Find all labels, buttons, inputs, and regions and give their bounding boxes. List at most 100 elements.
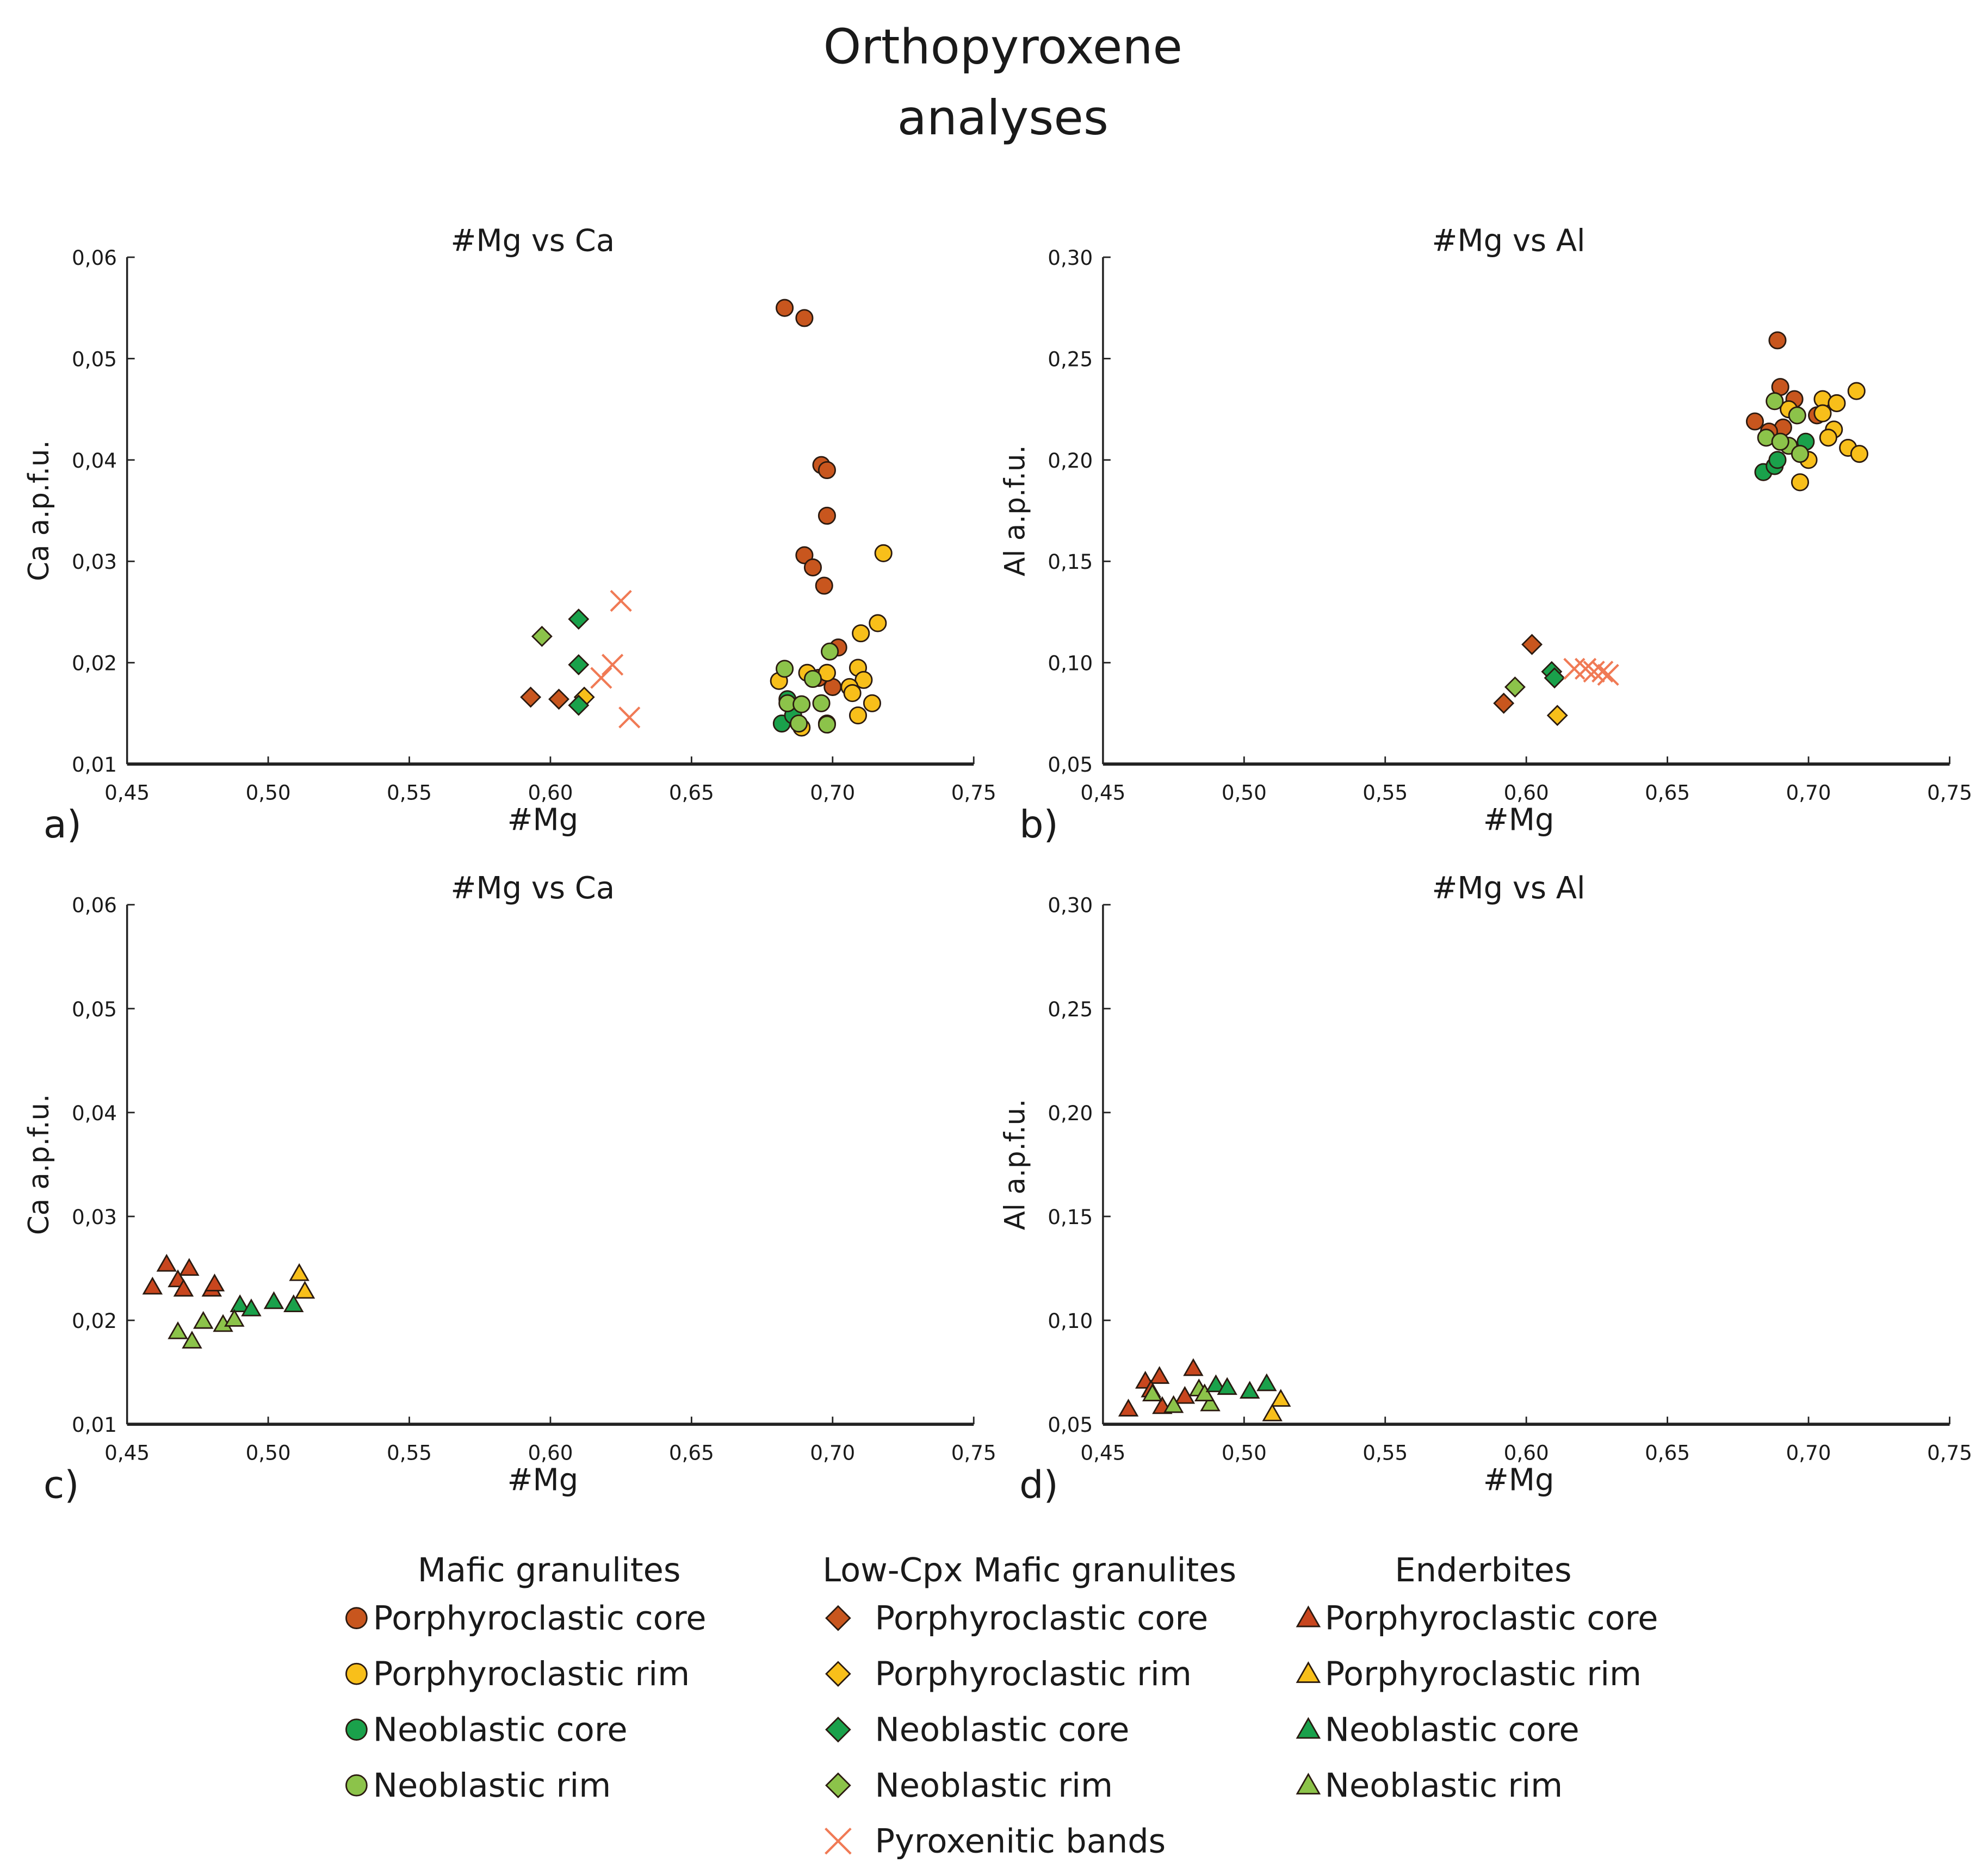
data-point: [548, 688, 569, 710]
y-axis-label: Ca a.p.f.u.: [23, 440, 55, 581]
x-tick-label: 0,75: [951, 780, 996, 804]
series-neoblastic-core: [230, 1291, 304, 1317]
x-tick-label: 0,75: [1927, 1440, 1972, 1464]
data-point: [852, 624, 870, 643]
data-point: [812, 694, 831, 712]
x-tick-label: 0,75: [951, 1440, 996, 1464]
legend: Mafic granulites Porphyroclastic core Porp…: [345, 1551, 1658, 1861]
y-tick-label: 0,05: [1048, 1413, 1093, 1437]
data-point-stroke: [1583, 660, 1605, 683]
series-porphyroclastic-rim: [1262, 1389, 1291, 1421]
x-axis-label: #Mg: [1483, 1462, 1555, 1498]
data-point: [818, 461, 836, 480]
data-point: [520, 686, 542, 708]
y-tick-label: 0,30: [1048, 246, 1093, 270]
y-tick-label: 0,10: [1048, 1309, 1093, 1333]
legend-marker-icon-stroke: [825, 1827, 852, 1855]
data-point: [1546, 705, 1568, 727]
data-point: [1771, 432, 1789, 451]
y-tick-label: 0,25: [1048, 347, 1093, 371]
data-point: [1183, 1358, 1204, 1376]
legend-item: Porphyroclastic rim: [825, 1655, 1192, 1693]
series-neoblastic-rim: [168, 1308, 245, 1349]
series-pyroxenitic-bands: [590, 589, 641, 729]
data-point: [1597, 663, 1619, 686]
legend-item: Porphyroclastic core: [1296, 1600, 1658, 1638]
x-tick-label: 0,50: [1222, 1440, 1267, 1464]
data-point: [531, 625, 553, 647]
data-point: [818, 715, 836, 734]
data-point: [1521, 634, 1543, 655]
legend-item-label: Porphyroclastic core: [373, 1600, 707, 1638]
y-tick-label: 0,02: [72, 651, 117, 675]
scatter-panel-c: 0,45 0,50 0,55 0,60 0,65 0,70 0,75 0,01 0,02 0,03…: [23, 871, 996, 1507]
data-point-stroke: [610, 589, 632, 612]
series-neoblastic-rim: [1504, 676, 1526, 698]
data-point: [1142, 1383, 1163, 1401]
data-point: [568, 694, 590, 716]
legend-item: Neoblastic core: [345, 1711, 628, 1749]
data-point: [224, 1308, 245, 1327]
data-point: [795, 309, 814, 327]
series-neoblastic-core: [1541, 661, 1565, 689]
x-tick-label: 0,65: [669, 1440, 714, 1464]
legend-marker-icon: [825, 1772, 851, 1799]
legend-group-title: Enderbites: [1395, 1551, 1571, 1589]
y-tick-label: 0,20: [1048, 449, 1093, 473]
y-axis-label: Ca a.p.f.u.: [23, 1094, 55, 1235]
data-point: [193, 1311, 214, 1329]
legend-item: Porphyroclastic core: [345, 1600, 707, 1638]
x-tick-label: 0,55: [1363, 1440, 1408, 1464]
data-point: [1256, 1373, 1277, 1392]
y-tick-label: 0,03: [72, 1205, 117, 1229]
figure-title-line-2: analyses: [897, 90, 1108, 146]
data-point: [182, 1331, 202, 1349]
x-tick-label: 0,50: [246, 1440, 291, 1464]
data-point: [1766, 392, 1784, 411]
data-point: [1768, 451, 1787, 469]
data-point-stroke: [1563, 657, 1586, 680]
data-point-stroke: [601, 654, 624, 676]
data-point: [156, 1253, 177, 1272]
legend-group: Low-Cpx Mafic granulites Porphyroclastic …: [822, 1551, 1236, 1861]
legend-item-label: Neoblastic rim: [875, 1767, 1113, 1805]
legend-marker-icon: [825, 1716, 851, 1743]
series-porphyroclastic-core: [776, 299, 847, 733]
data-point: [776, 660, 794, 678]
x-axis-label: #Mg: [507, 802, 579, 837]
data-point: [610, 589, 632, 612]
x-tick-label: 0,45: [104, 780, 150, 804]
data-point: [263, 1291, 284, 1309]
x-tick-label: 0,50: [1222, 780, 1267, 804]
scatter-panel-a: 0,45 0,50 0,55 0,60 0,65 0,70 0,75 0,01 0,02 0,03…: [23, 223, 996, 847]
data-point: [1200, 1393, 1221, 1412]
y-tick-label: 0,15: [1048, 1205, 1093, 1229]
scatter-panel-b: 0,45 0,50 0,55 0,60 0,65 0,70 0,75 0,05 0,10 0,15…: [999, 223, 1972, 847]
series-porphyroclastic-core: [1745, 331, 1826, 441]
legend-item: Pyroxenitic bands: [825, 1823, 1166, 1861]
legend-item-label: Neoblastic core: [875, 1711, 1129, 1749]
legend-group: Mafic granulites Porphyroclastic core Porp…: [345, 1551, 707, 1805]
data-point: [204, 1274, 225, 1291]
legend-item-label: Porphyroclastic rim: [373, 1655, 690, 1693]
legend-marker-icon: [1296, 1661, 1321, 1683]
series-pyroxenitic-bands: [1563, 657, 1619, 686]
y-tick-label: 0,30: [1048, 893, 1093, 917]
data-point: [843, 684, 862, 703]
y-axis-label: Al a.p.f.u.: [999, 445, 1031, 576]
y-tick-label: 0,25: [1048, 997, 1093, 1021]
data-point: [294, 1281, 315, 1299]
data-point: [568, 654, 590, 675]
legend-marker-icon: [1296, 1605, 1321, 1628]
series-neoblastic-rim: [1757, 392, 1810, 463]
data-point: [1813, 404, 1832, 423]
data-point: [173, 1278, 194, 1297]
series-porphyroclastic-rim: [1546, 705, 1568, 727]
x-axis-label: #Mg: [507, 1462, 579, 1498]
data-point: [1847, 382, 1866, 400]
legend-item-label: Porphyroclastic core: [875, 1600, 1208, 1638]
legend-item-label: Neoblastic core: [373, 1711, 628, 1749]
data-point: [1563, 657, 1586, 680]
data-point: [821, 642, 839, 661]
data-point: [815, 576, 833, 595]
